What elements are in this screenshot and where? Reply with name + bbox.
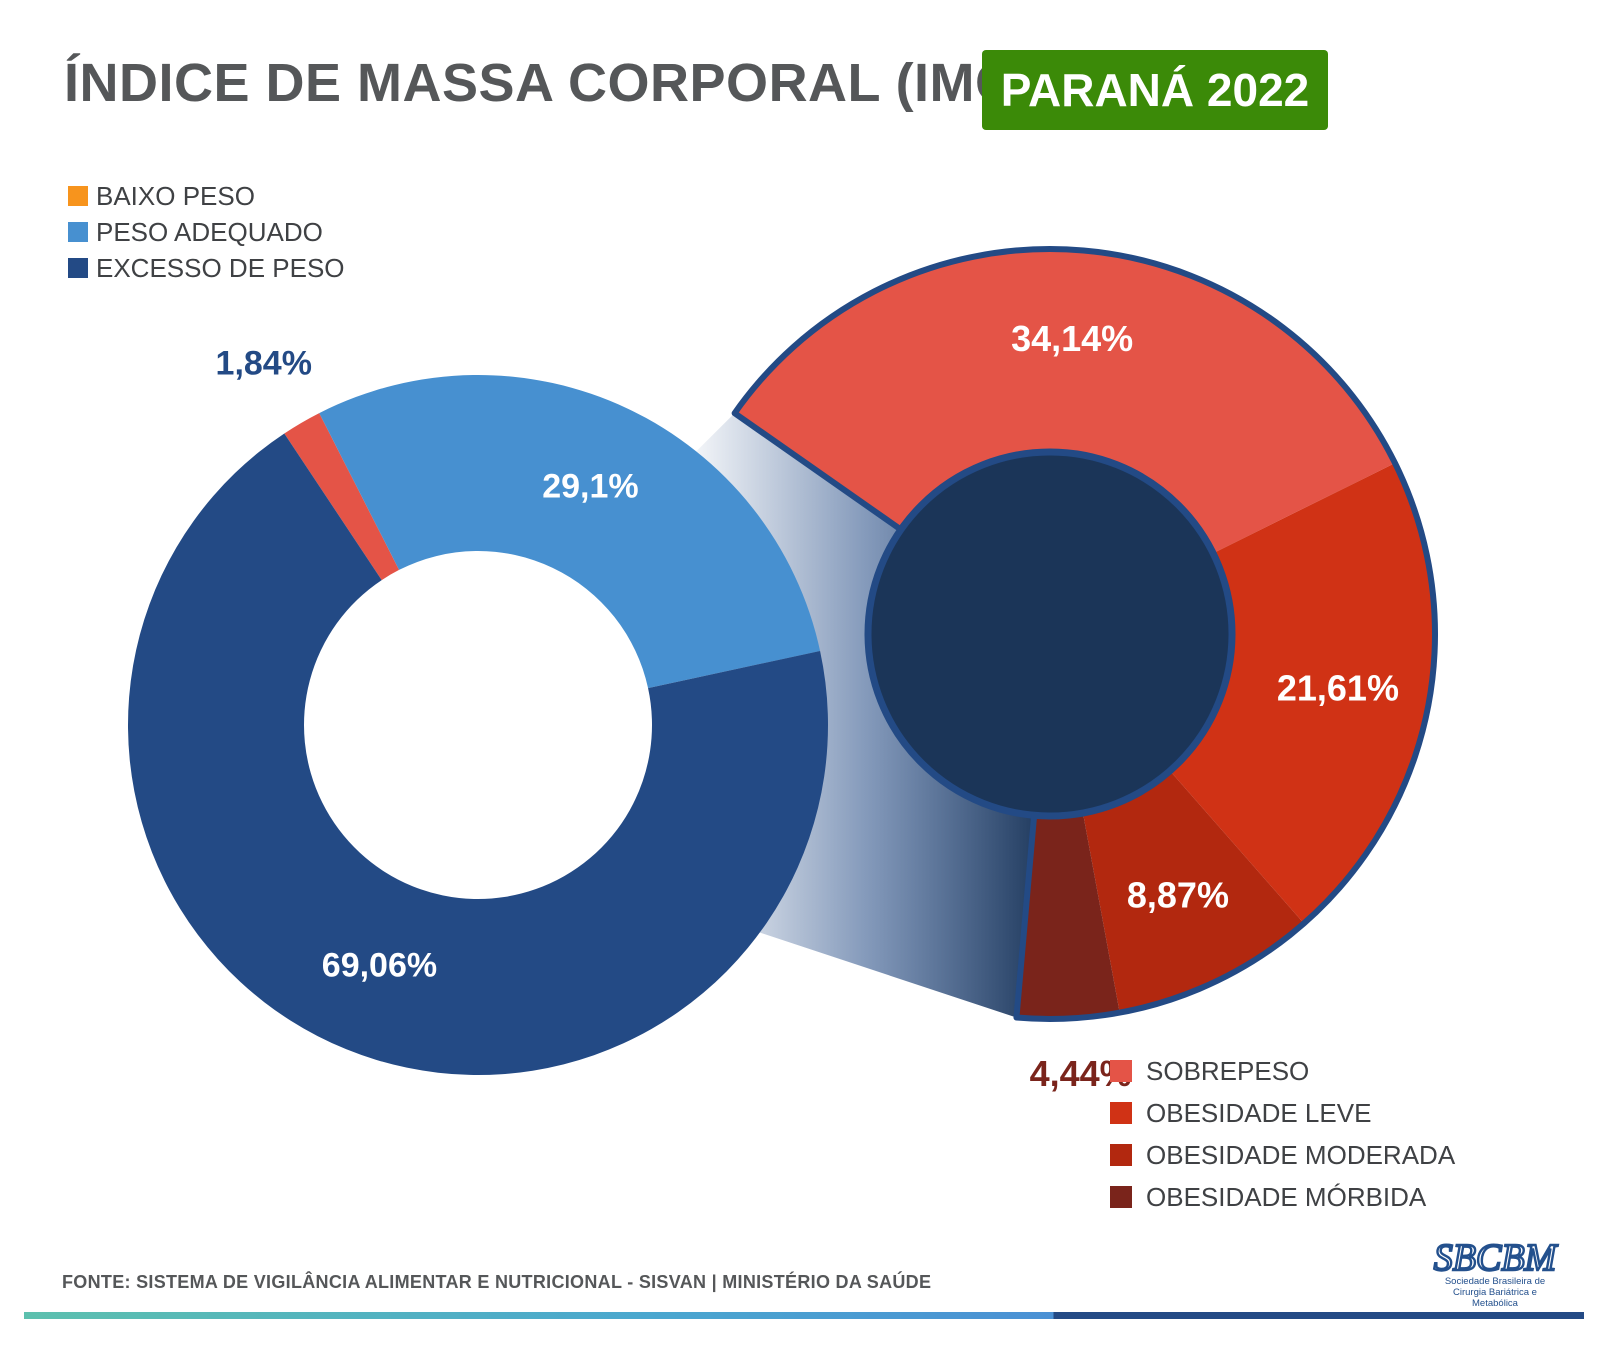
slice-label-outside: 1,84% <box>216 344 312 382</box>
legend-swatch <box>68 186 88 206</box>
slice-obesidade-leve <box>1170 463 1435 924</box>
slice-label: 69,06% <box>322 947 437 985</box>
sbcbm-logo-mark: SBCBM <box>1433 1236 1560 1280</box>
legend-swatch <box>1110 1186 1132 1208</box>
legend-label: BAIXO PESO <box>96 180 255 211</box>
slice-baixo-peso <box>284 413 400 581</box>
legend-item: EXCESSO DE PESO <box>68 250 345 286</box>
legend-main: BAIXO PESO PESO ADEQUADO EXCESSO DE PESO <box>68 178 345 286</box>
slice-label: 29,1% <box>542 467 638 505</box>
slice-excesso-de-peso <box>127 433 828 1076</box>
slice-sobrepeso <box>734 249 1395 554</box>
source-note: FONTE: SISTEMA DE VIGILÂNCIA ALIMENTAR E… <box>62 1272 932 1292</box>
legend-label: EXCESSO DE PESO <box>96 252 345 283</box>
legend-item: OBESIDADE MODERADA <box>1110 1134 1455 1176</box>
legend-item: PESO ADEQUADO <box>68 214 345 250</box>
footer-accent-bar <box>24 1312 1584 1319</box>
donut-detail <box>731 246 1438 1022</box>
legend-item: SOBREPESO <box>1110 1050 1455 1092</box>
slice-obesidade-mórbida <box>1016 812 1120 1019</box>
chart-title: ÍNDICE DE MASSA CORPORAL (IMC) <box>64 53 1034 113</box>
legend-swatch <box>1110 1102 1132 1124</box>
detail-outline <box>731 246 1438 1022</box>
donut-main <box>127 375 828 1076</box>
legend-label: OBESIDADE MÓRBIDA <box>1146 1181 1427 1212</box>
legend-detail: SOBREPESO OBESIDADE LEVE OBESIDADE MODERAD… <box>1110 1050 1455 1218</box>
slice-label: 21,61% <box>1277 667 1399 708</box>
legend-swatch <box>1110 1144 1132 1166</box>
legend-item: OBESIDADE MÓRBIDA <box>1110 1176 1455 1218</box>
logo-caption: Sociedade Brasileira de Cirurgia Bariátr… <box>1430 1276 1560 1309</box>
legend-swatch <box>1110 1060 1132 1082</box>
legend-item: BAIXO PESO <box>68 178 345 214</box>
legend-swatch <box>68 222 88 242</box>
sbcbm-logo: SBCBM Sociedade Brasileira de Cirurgia B… <box>1430 1236 1560 1309</box>
region-year-badge: PARANÁ 2022 <box>982 50 1328 130</box>
legend-label: OBESIDADE LEVE <box>1146 1097 1372 1128</box>
legend-item: OBESIDADE LEVE <box>1110 1092 1455 1134</box>
legend-label: OBESIDADE MODERADA <box>1146 1139 1456 1170</box>
slice-peso-adequado <box>319 375 821 689</box>
legend-swatch <box>68 258 88 278</box>
slice-labels: 1,84%29,1%69,06%34,14%21,61%8,87%4,44% <box>216 318 1399 1094</box>
logo-caption-line-2: Cirurgia Bariátrica e Metabólica <box>1453 1287 1537 1309</box>
logo-lettering: SBCBM <box>1434 1237 1559 1276</box>
slice-obesidade-moderada <box>1082 770 1304 1013</box>
logo-caption-line-1: Sociedade Brasileira de <box>1444 1276 1546 1287</box>
legend-label: PESO ADEQUADO <box>96 216 323 247</box>
legend-label: SOBREPESO <box>1146 1055 1310 1086</box>
slice-label: 34,14% <box>1011 318 1133 359</box>
slice-label: 8,87% <box>1127 875 1229 916</box>
